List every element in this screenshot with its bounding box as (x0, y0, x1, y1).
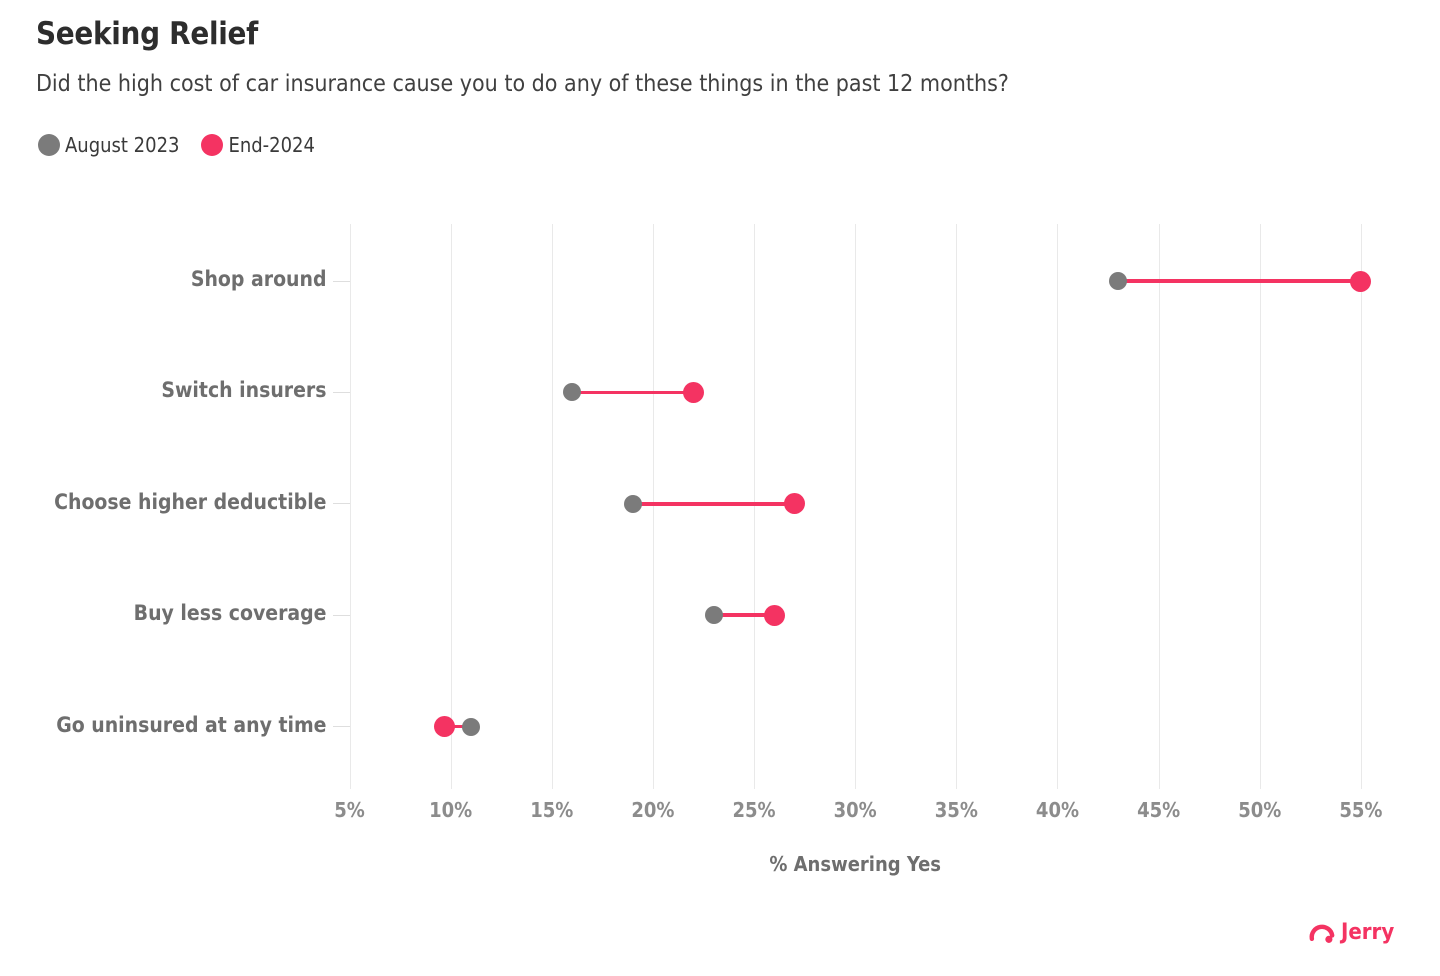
grid-line (956, 224, 958, 789)
grid-line (754, 224, 756, 789)
x-axis-title: % Answering Yes (769, 852, 942, 876)
category-label: Go uninsured at any time (56, 712, 327, 737)
dot-end-2024 (763, 604, 785, 626)
category-label: Switch insurers (161, 378, 327, 403)
category-label: Buy less coverage (133, 601, 327, 626)
dumbbell-connector (713, 613, 775, 617)
dumbbell-connector (444, 724, 471, 729)
legend-dot-august-2023 (38, 134, 60, 156)
category-tick (332, 503, 350, 505)
dot-end-2024 (1350, 270, 1372, 292)
legend-item-end-2024: End-2024 (201, 133, 315, 157)
x-tick-label: 35% (934, 798, 978, 822)
x-tick-label: 5% (334, 798, 365, 822)
grid-line (652, 224, 654, 789)
dot-end-2024 (434, 716, 456, 738)
x-tick-label: 50% (1238, 798, 1282, 822)
x-tick-label: 20% (631, 798, 675, 822)
legend-item-august-2023: August 2023 (38, 133, 179, 157)
category-tick (332, 614, 350, 616)
dot-august-2023 (1109, 272, 1128, 290)
grid-line (1057, 224, 1059, 789)
x-tick-label: 25% (732, 798, 776, 822)
dot-end-2024 (682, 381, 704, 403)
legend-label: August 2023 (65, 133, 180, 157)
grid-line (450, 224, 452, 789)
x-tick-label: 40% (1035, 798, 1079, 822)
dot-august-2023 (623, 494, 642, 513)
legend-label: End-2024 (228, 133, 315, 157)
jerry-arc-icon (1308, 921, 1337, 945)
x-tick-label: 30% (833, 798, 877, 822)
dumbbell-connector (572, 390, 694, 395)
grid-line (1360, 224, 1362, 789)
x-tick-label: 45% (1137, 798, 1181, 822)
dumbbell-connector (632, 502, 795, 506)
category-tick (332, 280, 350, 282)
grid-line (349, 224, 351, 789)
dot-august-2023 (704, 606, 723, 625)
dot-end-2024 (784, 493, 806, 515)
category-label: Choose higher deductible (54, 489, 327, 514)
chart-subtitle: Did the high cost of car insurance cause… (36, 71, 1009, 97)
grid-line (855, 224, 857, 789)
category-label: Shop around (190, 267, 327, 291)
legend: August 2023 End-2024 (38, 133, 315, 157)
dumbbell-connector (1118, 279, 1361, 283)
x-tick-label: 10% (429, 798, 473, 822)
chart-title: Seeking Relief (36, 16, 258, 52)
dot-august-2023 (563, 383, 581, 402)
grid-line (551, 224, 553, 789)
grid-line (1158, 224, 1160, 789)
x-tick-label: 55% (1339, 798, 1383, 822)
brand-name: Jerry (1341, 920, 1395, 945)
x-tick-label: 15% (530, 798, 574, 822)
jerry-logo: Jerry (1308, 920, 1394, 945)
category-tick (332, 391, 350, 393)
legend-dot-end-2024 (201, 134, 224, 156)
dot-august-2023 (461, 717, 480, 736)
grid-line (1259, 224, 1261, 789)
category-tick (332, 726, 350, 728)
